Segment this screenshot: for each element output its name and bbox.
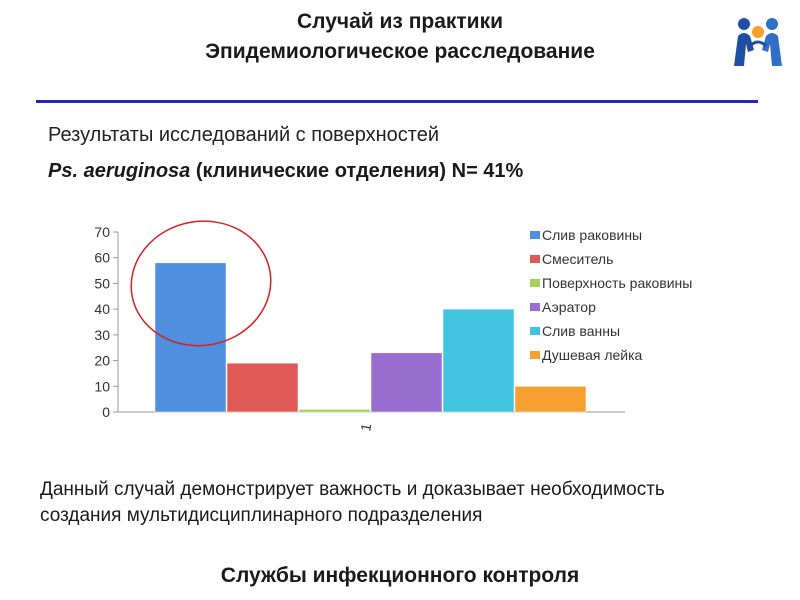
legend-swatch	[530, 327, 540, 335]
highlight-ellipse	[130, 220, 272, 347]
n-value-label: N= 41%	[451, 160, 524, 182]
two-people-logo-icon	[734, 18, 782, 66]
y-tick-label: 50	[94, 275, 110, 291]
results-heading: Результаты исследований с поверхностей	[48, 124, 440, 146]
y-tick-label: 20	[94, 353, 110, 369]
page-title: Случай из практики	[296, 10, 504, 33]
organism-name: Ps. aeruginosa	[48, 160, 191, 182]
legend-swatch	[530, 279, 540, 287]
departments-label: (клинические отделения)	[195, 160, 447, 182]
legend-swatch	[530, 231, 540, 239]
legend-swatch	[530, 255, 540, 263]
bar	[226, 362, 299, 413]
bar	[442, 308, 515, 413]
footer-title: Службы инфекционного контроля	[220, 564, 580, 587]
legend-swatch	[530, 303, 540, 311]
legend-label: Смеситель	[542, 251, 613, 267]
legend-label: Аэратор	[542, 299, 596, 315]
legend-swatch	[530, 351, 540, 359]
y-tick-label: 0	[102, 404, 110, 420]
y-tick-label: 60	[94, 250, 110, 266]
page-subtitle: Эпидемиологическое расследование	[205, 40, 595, 63]
bar	[370, 352, 443, 413]
legend-label: Поверхность раковины	[542, 275, 692, 291]
legend-label: Слив ванны	[542, 323, 620, 339]
header-divider	[36, 100, 758, 103]
bar	[154, 262, 227, 413]
legend-label: Слив раковины	[542, 227, 642, 243]
y-tick-label: 10	[94, 378, 110, 394]
y-tick-label: 40	[94, 301, 110, 317]
bar-chart: 0 10 20 30 40 50 60 70 1 Слив раковины Смеситель…	[94, 220, 692, 433]
conclusion-text: Данный случай демонстрирует важность и д…	[40, 479, 665, 526]
bar	[298, 409, 371, 413]
y-tick-label: 70	[94, 224, 110, 240]
legend-label: Душевая лейка	[542, 347, 643, 363]
y-tick-label: 30	[94, 327, 110, 343]
organism-heading: Ps. aeruginosa (клинические отделения) N…	[48, 160, 523, 183]
bar	[514, 386, 587, 413]
x-tick-label: 1	[357, 422, 374, 433]
